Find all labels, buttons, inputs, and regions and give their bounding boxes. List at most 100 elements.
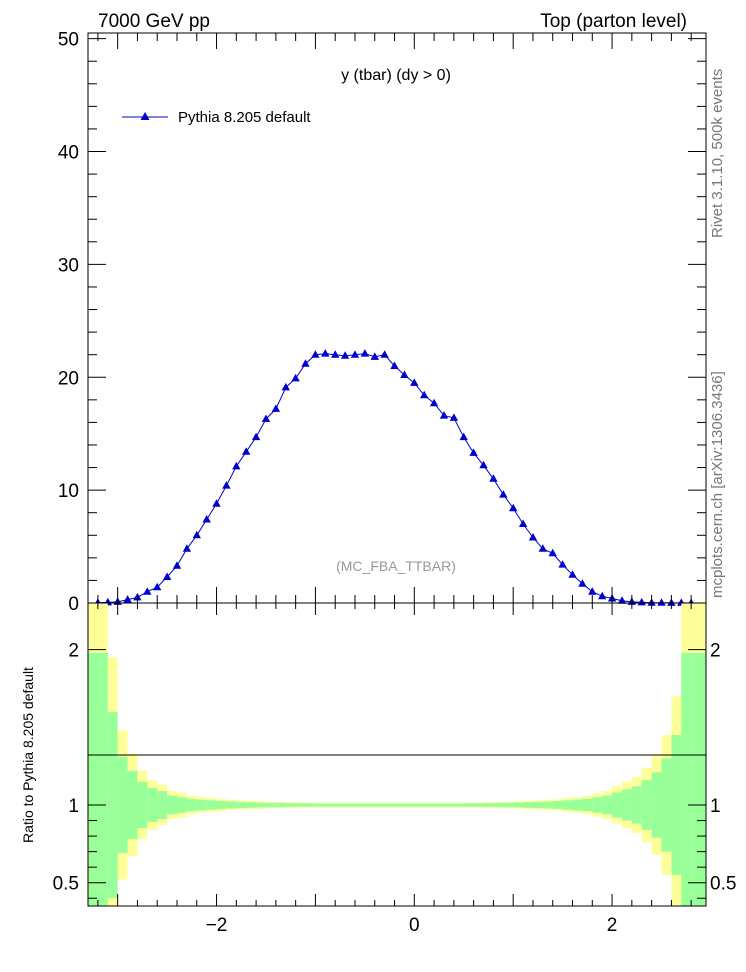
ratio-green-band [265, 802, 276, 808]
data-point [420, 390, 429, 399]
ratio-green-band [107, 711, 118, 899]
data-point [360, 349, 370, 357]
ratio-green-band [612, 792, 622, 818]
ratio-green-band [493, 802, 504, 808]
ratio-green-band [523, 802, 533, 808]
data-point [588, 587, 597, 595]
ratio-ylabel: Ratio to Pythia 8.205 default [20, 667, 36, 843]
ratio-green-band [206, 800, 217, 810]
y-tick-label: 20 [58, 368, 79, 389]
data-point [449, 413, 459, 421]
ratio-green-band [345, 803, 355, 807]
ratio-green-band [176, 797, 187, 813]
data-point [222, 481, 231, 489]
y-tick-label: 0 [68, 594, 79, 615]
main-plot: 0 10 20 30 40 50 y (tbar) (dy > 0) (MC_FBA_TT… [58, 30, 707, 615]
ratio-green-band [364, 803, 375, 807]
data-point [123, 595, 132, 603]
ratio-green-band [582, 798, 593, 812]
x-tick-label: −2 [206, 915, 228, 936]
ratio-green-band [137, 781, 148, 829]
ratio-green-band [631, 786, 642, 824]
ratio-green-band [671, 735, 682, 875]
ratio-green-band [127, 770, 138, 840]
ratio-green-band [661, 758, 672, 852]
data-point [281, 382, 290, 391]
data-point [617, 596, 627, 604]
data-point [212, 499, 221, 507]
data-point [311, 350, 320, 358]
plot-title: y (tbar) (dy > 0) [341, 67, 451, 84]
data-point [162, 572, 172, 580]
ratio-green-band [424, 803, 435, 807]
mcplots-label: mcplots.cern.ch [arXiv:1306.3436] [709, 371, 726, 598]
data-point [657, 598, 666, 606]
ratio-green-band [621, 789, 632, 821]
data-point [578, 579, 587, 587]
data-point [321, 349, 330, 357]
data-point [429, 398, 439, 407]
ratio-green-band [552, 801, 563, 809]
ratio-plot: 0.5 0.5 1 1 2 2 −2 0 2 Ratio to Pythia 8.205 def… [20, 602, 736, 936]
data-point [469, 448, 478, 456]
data-point [479, 460, 488, 469]
ratio-green-band [641, 780, 652, 830]
y-tick-label: 10 [58, 481, 79, 502]
main-ticks-group: 0 10 20 30 40 50 [58, 30, 706, 615]
ratio-green-band [602, 795, 613, 815]
legend-marker [140, 112, 150, 120]
ratio-green-band [503, 802, 514, 808]
ratio-green-band [275, 802, 286, 808]
ratio-y-tick-label: 1 [68, 796, 79, 817]
ratio-y-tick-label: 2 [68, 641, 79, 662]
data-point [548, 548, 557, 557]
data-point [509, 503, 518, 512]
ratio-green-band [97, 652, 108, 906]
data-point [528, 533, 538, 541]
ratio-green-band [315, 803, 326, 807]
ratio-green-band [88, 652, 98, 906]
ratio-green-band [374, 803, 385, 807]
ratio-green-band [473, 803, 484, 807]
legend-label: Pythia 8.205 default [178, 109, 311, 126]
data-point [400, 370, 409, 378]
y-tick-label: 40 [58, 143, 79, 164]
data-point [499, 490, 508, 498]
ratio-green-band [681, 652, 692, 906]
data-point [182, 544, 192, 552]
ratio-green-band [285, 803, 296, 807]
ratio-green-band [295, 803, 306, 807]
ratio-green-band [562, 800, 573, 810]
data-point [271, 404, 281, 412]
y-tick-label: 50 [58, 30, 79, 51]
ratio-y-tick-label-right: 0.5 [710, 874, 736, 895]
legend: Pythia 8.205 default [122, 109, 311, 126]
data-point [390, 361, 399, 369]
ratio-green-band [384, 803, 395, 807]
ratio-green-band [256, 802, 266, 808]
ratio-green-band [305, 803, 316, 807]
data-point [202, 515, 211, 523]
data-point [242, 447, 251, 455]
ratio-green-band [167, 795, 177, 815]
data-point [538, 544, 547, 552]
x-tick-label: 0 [409, 915, 420, 936]
data-point [172, 561, 182, 569]
ratio-green-band [226, 801, 237, 809]
ratio-green-band [186, 798, 197, 812]
data-point [232, 461, 241, 470]
ratio-green-band [335, 803, 346, 807]
data-point [439, 411, 449, 419]
ratio-green-band [117, 756, 128, 854]
ratio-green-band [414, 803, 425, 807]
data-point [143, 587, 152, 595]
ratio-green-band [443, 803, 454, 807]
ratio-green-band [532, 801, 543, 809]
data-point [518, 519, 528, 527]
ratio-green-band [157, 791, 168, 819]
ratio-y-tick-label-right: 2 [710, 641, 721, 662]
ratio-green-band [246, 802, 257, 808]
ratio-green-band [513, 802, 524, 808]
data-point [192, 530, 201, 539]
